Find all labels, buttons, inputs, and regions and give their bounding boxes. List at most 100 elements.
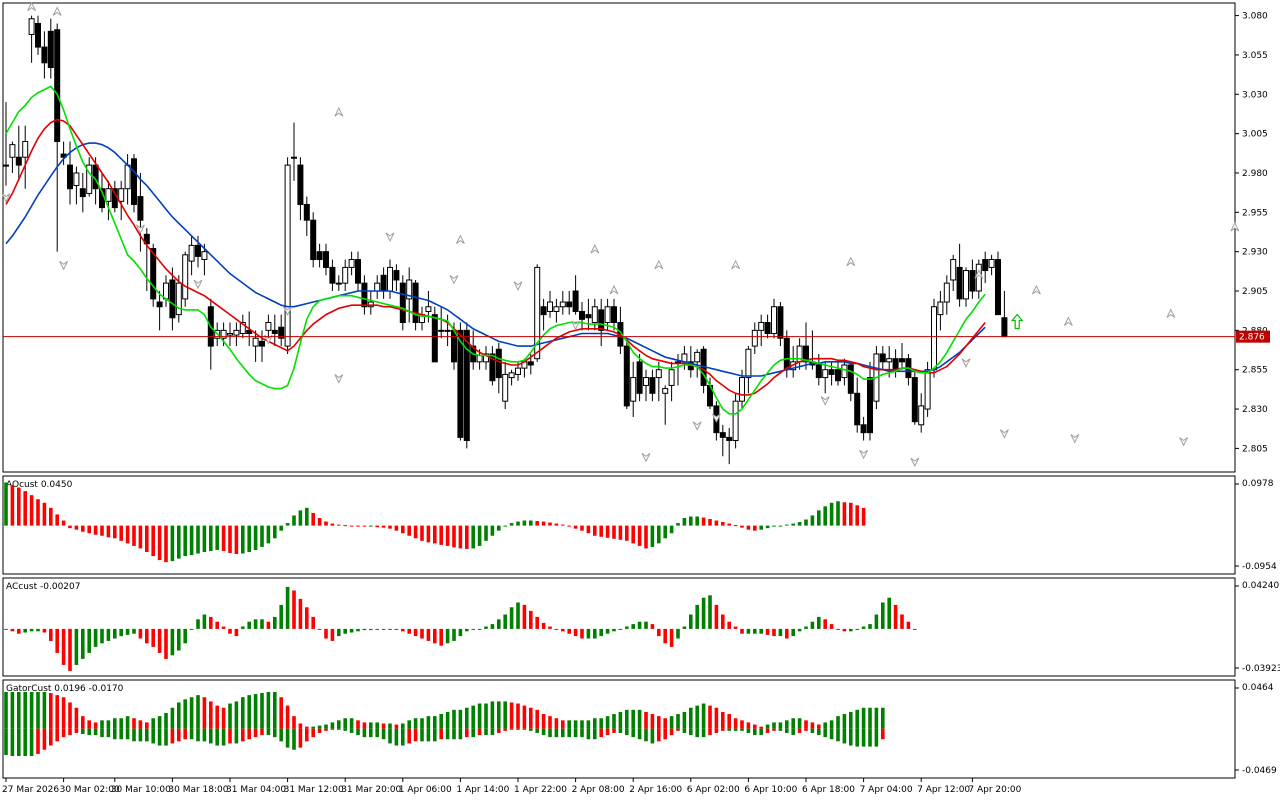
candle-body[interactable] [380, 274, 387, 292]
candle-body[interactable] [220, 329, 227, 339]
candle-body[interactable] [483, 353, 489, 363]
candle-body[interactable] [303, 203, 310, 221]
candle-body[interactable] [9, 144, 16, 158]
candle-body[interactable] [118, 188, 125, 202]
candle-body[interactable] [662, 388, 669, 394]
candle-body[interactable] [508, 372, 515, 379]
candle-body[interactable] [527, 361, 534, 366]
candle-body[interactable] [374, 282, 381, 292]
candle-body[interactable] [399, 282, 406, 323]
candle-body[interactable] [732, 400, 739, 442]
candle-body[interactable] [604, 306, 611, 323]
candle-body[interactable] [931, 306, 937, 371]
candle-body[interactable] [579, 310, 585, 320]
candle-body[interactable] [758, 321, 765, 331]
candle-body[interactable] [476, 355, 483, 363]
candle-body[interactable] [950, 259, 957, 281]
candle-body[interactable] [35, 22, 41, 48]
candle-body[interactable] [137, 196, 144, 221]
candle-body[interactable] [751, 329, 758, 347]
candle-body[interactable] [425, 306, 432, 312]
candle-body[interactable] [297, 164, 304, 205]
candle-body[interactable] [879, 353, 886, 363]
candle-body[interactable] [547, 301, 553, 312]
candle-body[interactable] [265, 321, 272, 331]
candle-body[interactable] [355, 259, 361, 284]
candle-body[interactable] [15, 156, 22, 166]
candle-body[interactable] [835, 369, 841, 382]
candle-body[interactable] [361, 282, 368, 308]
candle-body[interactable] [847, 364, 854, 394]
candle-body[interactable] [41, 46, 48, 64]
candle-body[interactable] [67, 164, 73, 190]
candle-body[interactable] [367, 301, 374, 308]
candle-body[interactable] [233, 329, 240, 336]
candle-body[interactable] [982, 259, 989, 272]
candle-body[interactable] [451, 329, 457, 363]
candle-body[interactable] [841, 364, 848, 379]
candle-body[interactable] [943, 282, 950, 303]
candle-body[interactable] [988, 259, 995, 268]
candle-body[interactable] [553, 306, 560, 312]
candle-body[interactable] [854, 392, 861, 426]
candle-body[interactable] [412, 282, 419, 323]
candle-body[interactable] [73, 172, 80, 187]
candle-body[interactable] [175, 282, 182, 316]
candle-body[interactable] [150, 248, 157, 300]
candle-body[interactable] [3, 164, 9, 167]
candle-body[interactable] [438, 329, 445, 332]
candle-body[interactable] [105, 188, 112, 202]
candle-body[interactable] [924, 369, 931, 410]
candle-body[interactable] [169, 279, 176, 319]
candle-body[interactable] [28, 18, 35, 35]
candle-body[interactable] [739, 377, 745, 402]
candle-body[interactable] [969, 270, 976, 292]
candle-body[interactable] [611, 306, 617, 323]
candle-body[interactable] [182, 254, 189, 300]
candle-body[interactable] [764, 321, 771, 335]
candle-body[interactable] [892, 358, 899, 371]
candle-body[interactable] [393, 270, 400, 281]
candle-body[interactable] [271, 329, 278, 335]
candle-body[interactable] [335, 282, 342, 285]
candle-body[interactable] [803, 345, 809, 363]
candle-body[interactable] [201, 251, 208, 261]
candle-body[interactable] [291, 156, 297, 159]
candle-body[interactable] [323, 251, 329, 268]
candle-body[interactable] [726, 436, 733, 442]
candle-body[interactable] [860, 424, 867, 434]
candle-body[interactable] [495, 348, 502, 379]
candle-body[interactable] [348, 259, 355, 268]
candle-body[interactable] [771, 306, 777, 335]
candle-body[interactable] [22, 140, 29, 158]
candle-body[interactable] [777, 306, 784, 339]
candle-body[interactable] [239, 321, 246, 335]
candle-body[interactable] [591, 306, 598, 323]
candle-body[interactable] [572, 290, 579, 312]
candle-body[interactable] [694, 351, 701, 363]
candle-body[interactable] [310, 219, 317, 261]
candle-body[interactable] [995, 259, 1001, 316]
candle-body[interactable] [188, 244, 195, 262]
candle-body[interactable] [284, 164, 291, 347]
candle-body[interactable] [54, 29, 61, 142]
candle-body[interactable] [585, 314, 592, 319]
candle-body[interactable] [489, 353, 496, 382]
candle-body[interactable] [259, 340, 265, 347]
candle-body[interactable] [649, 377, 656, 394]
candle-body[interactable] [444, 329, 451, 332]
candle-body[interactable] [745, 348, 752, 379]
candle-body[interactable] [963, 270, 969, 300]
candle-body[interactable] [316, 251, 323, 261]
candle-body[interactable] [623, 345, 630, 407]
candle-body[interactable] [534, 266, 541, 360]
candle-body[interactable] [195, 244, 201, 257]
candle-body[interactable] [406, 279, 413, 300]
candle-body[interactable] [815, 364, 822, 379]
candle-body[interactable] [163, 282, 169, 300]
candle-body[interactable] [124, 164, 131, 190]
candle-body[interactable] [143, 233, 150, 245]
candle-body[interactable] [278, 326, 285, 339]
